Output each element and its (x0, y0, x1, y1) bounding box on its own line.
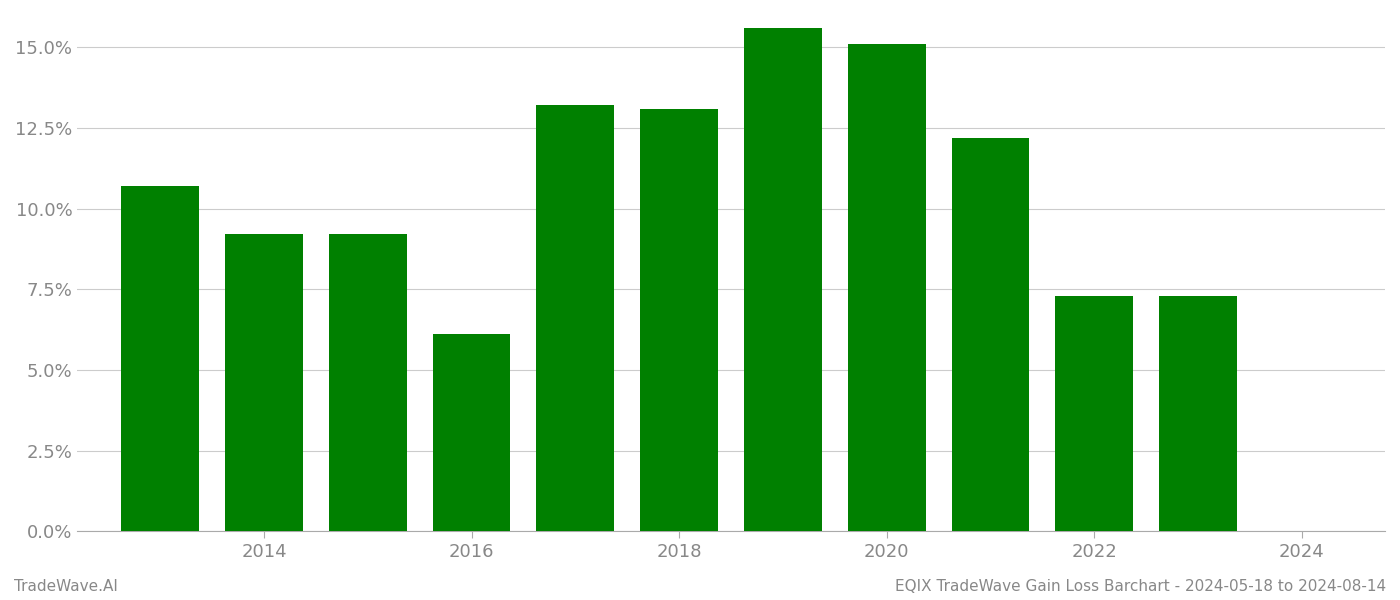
Text: EQIX TradeWave Gain Loss Barchart - 2024-05-18 to 2024-08-14: EQIX TradeWave Gain Loss Barchart - 2024… (895, 579, 1386, 594)
Bar (329, 235, 406, 531)
Bar (225, 235, 302, 531)
Bar (848, 44, 925, 531)
Text: TradeWave.AI: TradeWave.AI (14, 579, 118, 594)
Bar (952, 137, 1029, 531)
Bar (1159, 296, 1238, 531)
Bar (122, 186, 199, 531)
Bar (1056, 296, 1133, 531)
Bar (433, 334, 511, 531)
Bar (743, 28, 822, 531)
Bar (640, 109, 718, 531)
Bar (536, 106, 615, 531)
